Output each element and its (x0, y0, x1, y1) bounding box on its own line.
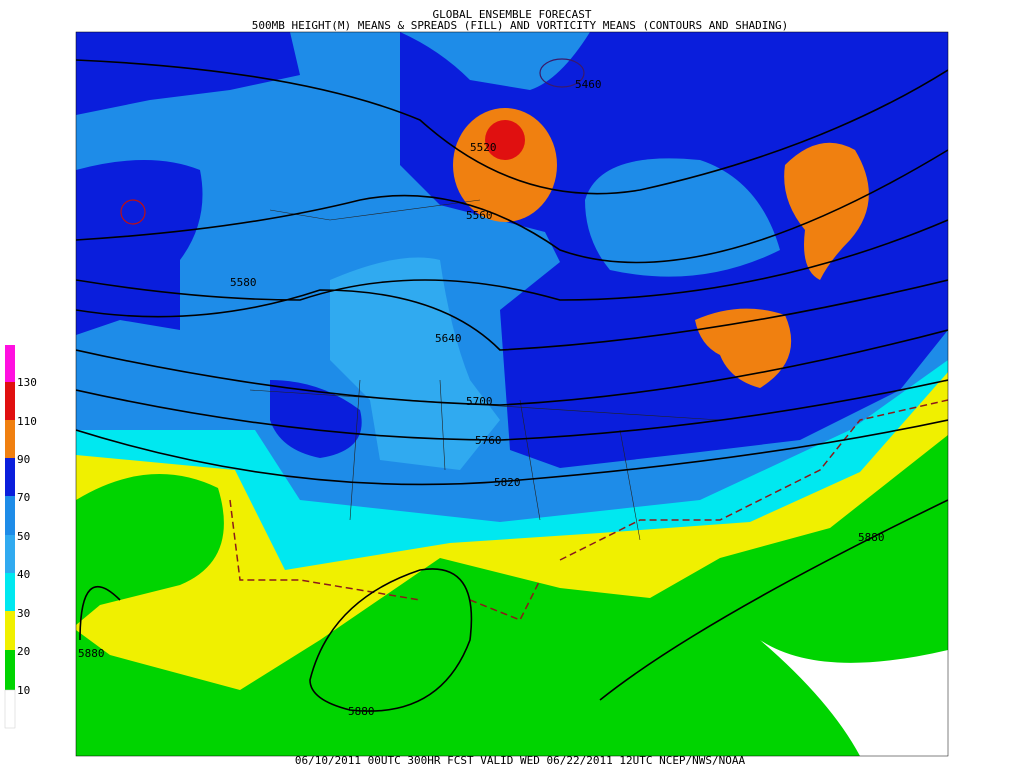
legend-swatch (5, 650, 15, 690)
legend-label: 90 (17, 453, 30, 466)
fill-90-110 (784, 142, 869, 280)
fill-90-110 (695, 308, 792, 388)
contour-label: 5880 (78, 647, 105, 660)
contour-label: 5880 (858, 531, 885, 544)
legend: 130 110 90 70 50 40 30 20 10 (4, 345, 37, 729)
height-contour (76, 329, 948, 406)
fill-70-90 (76, 160, 203, 335)
height-contour (76, 419, 948, 486)
height-contour (76, 219, 948, 301)
fill-110-130 (485, 120, 525, 160)
title: GLOBAL ENSEMBLE FORECAST (433, 8, 592, 21)
legend-label: 50 (17, 530, 30, 543)
fill-10-20 (76, 435, 948, 756)
vorticity-center (120, 199, 146, 225)
fill-50-70 (585, 158, 780, 277)
legend-label: 20 (17, 645, 30, 658)
fill-50-70 (400, 32, 590, 90)
contour-label: 5460 (575, 78, 602, 91)
legend-label: 110 (17, 415, 37, 428)
legend-swatch (5, 420, 15, 458)
legend-swatch (5, 382, 15, 420)
legend-swatch (5, 458, 15, 496)
fill-90-110 (453, 108, 557, 222)
fill-70-90 (76, 32, 300, 115)
height-contour (76, 279, 948, 351)
contour-label: 5820 (494, 476, 521, 489)
footer: 06/10/2011 00UTC 300HR FCST VALID WED 06… (295, 754, 746, 767)
vorticity-contour (229, 399, 948, 621)
legend-swatch (5, 345, 15, 382)
legend-swatch (5, 535, 15, 573)
legend-label: 40 (17, 568, 30, 581)
height-contour (76, 149, 948, 264)
vorticity-center (539, 58, 585, 88)
height-contour (76, 379, 948, 441)
legend-label: 70 (17, 491, 30, 504)
legend-swatch (5, 573, 15, 611)
legend-label: 30 (17, 607, 30, 620)
contour-label: 5880 (348, 705, 375, 718)
contour-label: 5640 (435, 332, 462, 345)
legend-label: 10 (17, 684, 30, 697)
map: 5460 5520 5560 5580 5640 5700 5760 5820 … (75, 31, 949, 757)
fill-0-10 (760, 640, 948, 756)
height-contour (76, 59, 948, 195)
subtitle: 500MB HEIGHT(M) MEANS & SPREADS (FILL) A… (252, 19, 788, 32)
fill-10-20 (76, 474, 224, 625)
legend-swatch (5, 496, 15, 535)
legend-label: 130 (17, 376, 37, 389)
map-frame (75, 31, 949, 757)
contour-label: 5520 (470, 141, 497, 154)
contour-label: 5700 (466, 395, 493, 408)
fill-70-90 (270, 380, 362, 458)
fill-40-50 (330, 257, 500, 470)
legend-swatch (5, 611, 15, 650)
legend-swatch (4, 689, 16, 729)
contour-label: 5580 (230, 276, 257, 289)
height-contour (79, 499, 948, 712)
contour-label: 5560 (466, 209, 493, 222)
contour-label: 5760 (475, 434, 502, 447)
